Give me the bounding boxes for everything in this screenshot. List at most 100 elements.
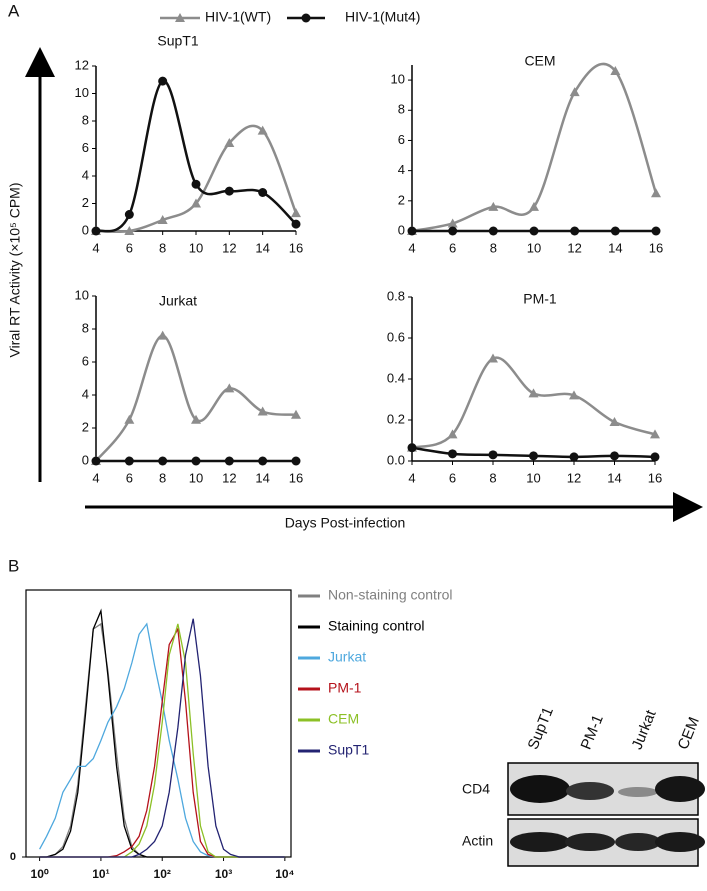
x-tick-label: 4 — [408, 240, 415, 255]
marker — [291, 208, 301, 218]
band — [510, 775, 570, 803]
marker — [569, 87, 580, 97]
x-tick-label: 12 — [222, 470, 236, 485]
series-line — [411, 356, 656, 449]
series-line — [39, 622, 285, 858]
x-tick-label: 10² — [154, 867, 171, 881]
marker — [448, 226, 458, 236]
x-tick-label: 10³ — [215, 867, 232, 881]
marker — [124, 210, 134, 219]
x-tick-label: 12 — [222, 240, 236, 255]
lane-label: SupT1 — [525, 705, 557, 752]
legend-label: PM-1 — [328, 680, 362, 696]
panel-label: B — [8, 556, 19, 575]
marker — [488, 353, 498, 363]
series-line — [95, 334, 297, 462]
marker — [224, 383, 235, 393]
plot-frame — [25, 589, 292, 858]
marker — [569, 452, 579, 462]
band — [615, 833, 661, 851]
y-tick-label: 0 — [82, 222, 89, 237]
x-axis-label: Days Post-infection — [285, 515, 406, 531]
panel-label: A — [8, 1, 20, 20]
marker — [528, 388, 539, 398]
marker — [224, 456, 234, 466]
y-tick-label: 8 — [82, 320, 89, 335]
marker — [124, 414, 135, 424]
marker — [407, 226, 417, 236]
legend-label: Jurkat — [328, 649, 366, 665]
row-label: CD4 — [462, 781, 490, 797]
x-tick-label: 10 — [189, 240, 203, 255]
y-tick-label: 2 — [398, 192, 405, 207]
marker — [650, 429, 660, 439]
marker — [258, 188, 268, 197]
y-tick-label: 4 — [398, 162, 405, 177]
marker — [301, 13, 311, 23]
x-tick-label: 10⁰ — [31, 867, 49, 881]
marker — [570, 226, 580, 236]
legend-label: HIV-1(WT) — [205, 9, 271, 25]
y-tick-label: 2 — [82, 419, 89, 434]
x-tick-label: 6 — [126, 240, 133, 255]
y-tick-label: 6 — [82, 353, 89, 368]
marker — [224, 186, 234, 196]
legend-label: Non-staining control — [328, 587, 453, 603]
x-tick-label: 16 — [648, 470, 662, 485]
y-tick-label: 10 — [75, 287, 89, 302]
x-tick-label: 8 — [490, 240, 497, 255]
marker — [158, 76, 168, 86]
marker — [291, 456, 301, 466]
x-tick-label: 10 — [189, 470, 203, 485]
marker — [610, 66, 621, 76]
marker — [448, 449, 457, 459]
marker — [529, 201, 539, 211]
x-tick-label: 16 — [289, 470, 303, 485]
series-line — [411, 62, 658, 233]
y-tick-label: 0.4 — [387, 370, 405, 385]
band — [618, 787, 658, 797]
x-tick-label: 4 — [92, 470, 99, 485]
y-tick-label: 0 — [10, 851, 16, 863]
marker — [191, 198, 201, 208]
marker — [529, 226, 539, 236]
marker — [569, 390, 579, 400]
marker — [610, 451, 619, 461]
y-tick-label: 6 — [398, 132, 405, 147]
band — [565, 833, 615, 851]
y-tick-label: 0 — [398, 222, 405, 237]
x-tick-label: 6 — [126, 470, 133, 485]
band — [655, 776, 705, 802]
marker — [609, 417, 620, 427]
band — [655, 832, 705, 852]
marker — [191, 456, 201, 466]
marker — [257, 406, 268, 416]
marker — [224, 138, 235, 147]
x-tick-label: 12 — [567, 470, 581, 485]
legend-label: SupT1 — [328, 742, 369, 758]
marker — [447, 218, 458, 228]
chart-title: SupT1 — [157, 33, 198, 49]
band — [510, 832, 570, 852]
y-tick-label: 0.2 — [387, 411, 405, 426]
marker — [175, 13, 185, 22]
x-tick-label: 10¹ — [92, 867, 109, 881]
marker — [124, 456, 134, 466]
x-tick-label: 6 — [449, 470, 456, 485]
y-tick-label: 0.8 — [387, 288, 405, 303]
marker — [91, 226, 101, 236]
y-tick-label: 4 — [82, 167, 89, 182]
series-line — [39, 623, 285, 858]
marker — [157, 330, 168, 340]
x-tick-label: 8 — [159, 470, 166, 485]
legend-label: HIV-1(Mut4) — [345, 9, 420, 25]
x-tick-label: 16 — [289, 240, 303, 255]
row-label: Actin — [462, 833, 493, 849]
y-tick-label: 10 — [391, 72, 405, 87]
y-tick-label: 10 — [75, 85, 89, 100]
y-tick-label: 12 — [75, 57, 89, 72]
x-tick-label: 10 — [526, 470, 540, 485]
y-tick-label: 8 — [398, 102, 405, 117]
x-tick-label: 4 — [408, 470, 415, 485]
